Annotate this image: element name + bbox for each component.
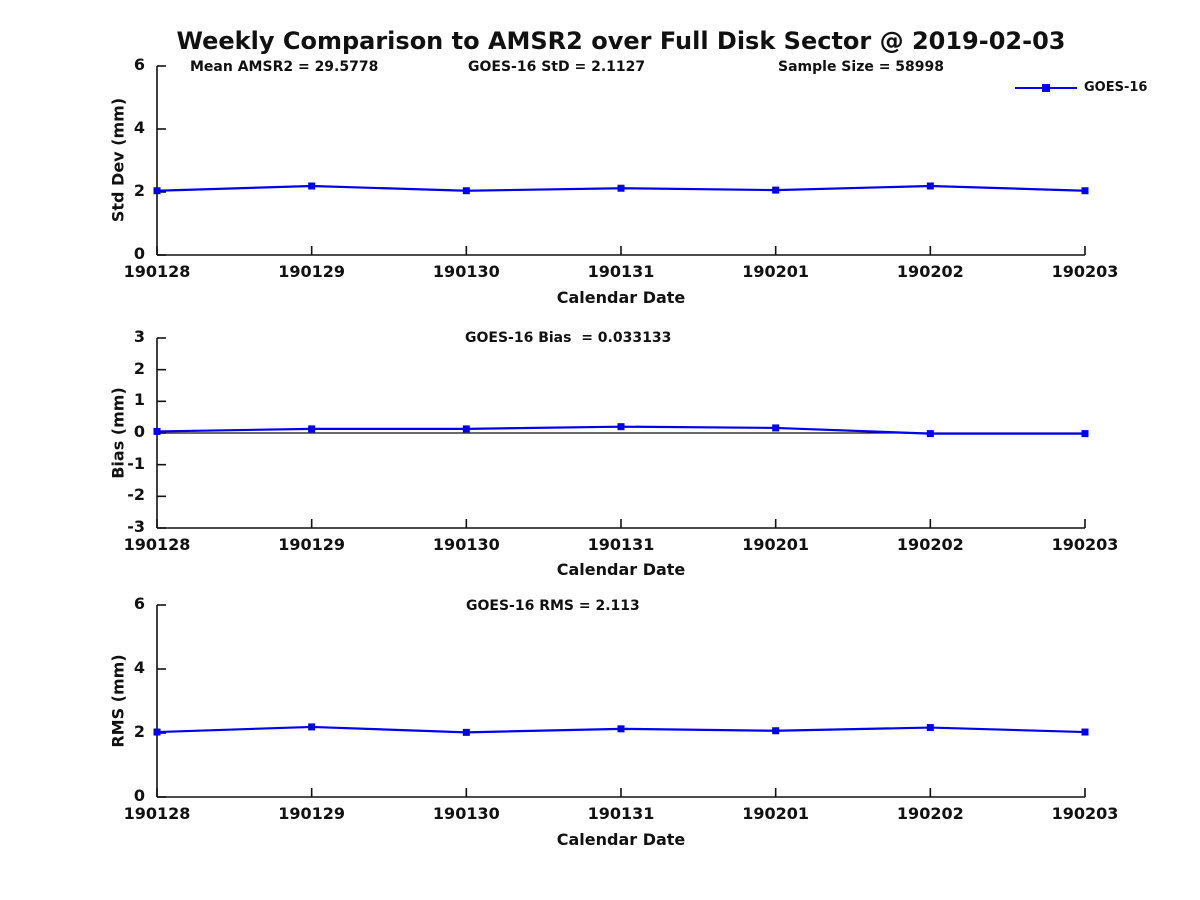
data-marker [772, 186, 780, 194]
data-marker [926, 724, 934, 732]
x-tick-label: 190128 [123, 535, 191, 554]
annotation-goes16-rms: GOES-16 RMS = 2.113 [466, 598, 640, 614]
y-tick-label: 0 [133, 422, 145, 441]
y-tick-label: 2 [133, 358, 145, 378]
data-marker [1081, 728, 1089, 736]
legend-line-marker-icon [1015, 83, 1077, 92]
data-marker [772, 727, 780, 735]
x-tick-label: 190202 [896, 535, 964, 554]
x-tick-label: 190202 [896, 804, 964, 823]
x-tick-label: 190202 [896, 262, 964, 281]
x-axis-label-calendar-date: Calendar Date [556, 830, 686, 849]
data-marker [462, 728, 470, 736]
y-tick-label: -3 [127, 517, 145, 536]
x-tick-label: 190130 [432, 535, 500, 554]
y-tick-label: 0 [133, 786, 145, 805]
x-tick-label: 190203 [1051, 804, 1119, 823]
x-tick-label: 190128 [123, 804, 191, 823]
data-marker [462, 425, 470, 433]
y-axis-label-std-dev: Std Dev (mm) [108, 97, 128, 223]
x-tick-label: 190201 [742, 804, 810, 823]
x-tick-label: 190131 [587, 804, 655, 823]
data-marker [153, 187, 161, 195]
y-tick-label: 2 [133, 181, 145, 200]
annotation-sample-size: Sample Size = 58998 [778, 59, 945, 75]
annotation-goes16-bias: GOES-16 Bias = 0.033133 [465, 330, 672, 346]
y-tick-label: 3 [133, 327, 145, 346]
data-marker [462, 187, 470, 195]
data-marker [1081, 187, 1089, 195]
y-tick-label: -2 [127, 485, 145, 505]
x-tick-label: 190203 [1051, 262, 1119, 281]
data-marker [617, 184, 625, 192]
data-marker [308, 723, 316, 731]
y-tick-label: 6 [133, 55, 145, 74]
legend: GOES-16 [1015, 80, 1147, 95]
x-tick-label: 190129 [278, 535, 346, 554]
y-tick-label: -1 [127, 453, 145, 473]
data-marker [308, 425, 316, 433]
data-marker [1081, 430, 1089, 438]
data-marker [926, 430, 934, 438]
x-tick-label: 190201 [742, 262, 810, 281]
y-tick-label: 2 [133, 722, 145, 741]
x-tick-label: 190129 [278, 262, 346, 281]
data-marker [308, 182, 316, 190]
x-tick-label: 190201 [742, 535, 810, 554]
x-tick-label: 190130 [432, 804, 500, 823]
y-tick-label: 0 [133, 244, 145, 263]
data-marker [617, 725, 625, 733]
figure-title: Weekly Comparison to AMSR2 over Full Dis… [176, 27, 1066, 55]
annotation-mean-amsr2: Mean AMSR2 = 29.5778 [190, 59, 379, 75]
data-marker [153, 728, 161, 736]
y-tick-label: 4 [133, 658, 145, 677]
x-tick-label: 190131 [587, 535, 655, 554]
y-tick-label: 1 [133, 390, 145, 410]
x-tick-label: 190129 [278, 804, 346, 823]
data-marker [772, 424, 780, 432]
x-tick-label: 190131 [587, 262, 655, 281]
y-tick-label: 6 [133, 594, 145, 613]
data-marker [926, 182, 934, 190]
x-axis-label-calendar-date: Calendar Date [556, 288, 686, 307]
x-axis-label-calendar-date: Calendar Date [556, 560, 686, 579]
data-marker [617, 423, 625, 431]
legend-label: GOES-16 [1084, 80, 1148, 95]
x-tick-label: 190130 [432, 262, 500, 281]
data-marker [153, 427, 161, 435]
annotation-goes16-std: GOES-16 StD = 2.1127 [468, 59, 646, 75]
x-tick-label: 190203 [1051, 535, 1119, 554]
x-tick-label: 190128 [123, 262, 191, 281]
y-tick-label: 4 [133, 118, 145, 137]
